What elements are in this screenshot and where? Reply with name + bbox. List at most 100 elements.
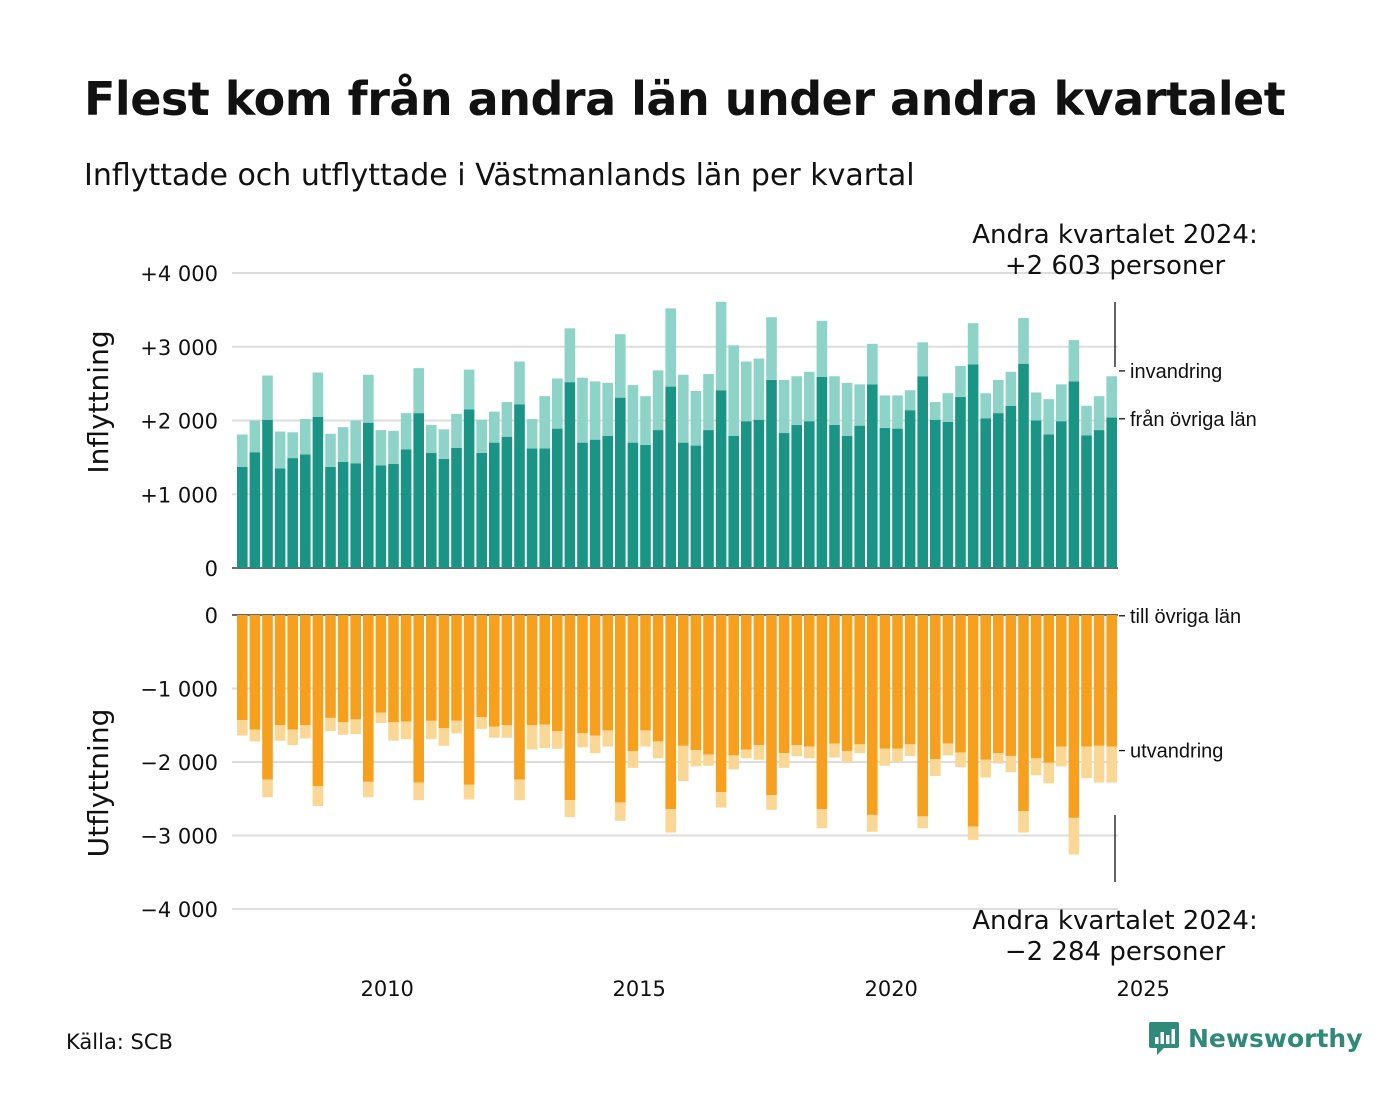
bar-fran-ovriga-lan [1005, 405, 1017, 568]
bar-till-ovriga-lan [463, 615, 475, 785]
bar-utvandring [274, 725, 286, 741]
bar-till-ovriga-lan [388, 615, 399, 723]
bar-utvandring [690, 750, 702, 767]
bar-fran-ovriga-lan [728, 435, 739, 568]
bar-utvandring [1106, 746, 1117, 783]
bar-invandring [1005, 371, 1017, 406]
bar-utvandring [942, 743, 954, 756]
bar-fran-ovriga-lan [489, 442, 500, 568]
bar-utvandring [766, 795, 777, 810]
bar-fran-ovriga-lan [451, 447, 462, 568]
bar-till-ovriga-lan [413, 615, 424, 783]
bar-fran-ovriga-lan [312, 416, 324, 568]
bar-fran-ovriga-lan [615, 397, 626, 568]
bar-utvandring [438, 728, 450, 746]
brand-name: Newsworthy [1188, 1023, 1363, 1053]
bar-invandring [715, 301, 727, 391]
bar-utvandring [552, 731, 563, 749]
bar-utvandring [1056, 746, 1067, 767]
y-tick-labels: 0 +1 000 +2 000 +3 000 +4 000 0 −1 000 −2 000 −3… [140, 262, 218, 922]
bar-invandring [325, 433, 336, 467]
bar-fran-ovriga-lan [980, 418, 991, 568]
bar-utvandring [917, 816, 928, 829]
y-tick-label: 0 [205, 604, 218, 628]
bar-invandring [1043, 399, 1054, 435]
brand-logo[interactable]: Newsworthy [1148, 1020, 1363, 1056]
bar-invandring [337, 427, 349, 462]
bar-fran-ovriga-lan [892, 428, 903, 568]
bar-invandring [791, 376, 802, 425]
bar-invandring [300, 419, 311, 455]
bar-utvandring [967, 826, 979, 840]
bar-utvandring [804, 746, 815, 759]
bar-fran-ovriga-lan [400, 449, 412, 568]
bar-fran-ovriga-lan [917, 376, 928, 568]
bar-fran-ovriga-lan [627, 442, 639, 568]
bar-invandring [375, 430, 387, 466]
bar-invandring [993, 379, 1004, 414]
bar-till-ovriga-lan [804, 615, 815, 747]
bar-fran-ovriga-lan [287, 458, 298, 568]
annotation-top: Andra kvartalet 2024: +2 603 personer [955, 220, 1275, 282]
bar-fran-ovriga-lan [930, 419, 941, 568]
bar-utvandring [451, 720, 462, 734]
bar-utvandring [1005, 756, 1017, 773]
bar-till-ovriga-lan [993, 615, 1004, 754]
bar-fran-ovriga-lan [564, 382, 576, 568]
bar-utvandring [350, 719, 361, 735]
bar-invandring [262, 375, 273, 420]
bar-utvandring [1093, 745, 1105, 783]
bar-fran-ovriga-lan [237, 466, 248, 568]
label-fran-ovriga-lan: från övriga län [1130, 409, 1257, 431]
bar-till-ovriga-lan [1030, 615, 1042, 759]
x-tick-label: 2010 [360, 977, 413, 1001]
bar-invandring [652, 370, 664, 431]
bar-invandring [501, 402, 513, 437]
bar-invandring [363, 374, 374, 423]
bar-utvandring [1081, 746, 1092, 779]
bar-till-ovriga-lan [337, 615, 349, 723]
bar-till-ovriga-lan [300, 615, 311, 726]
annotation-bottom: Andra kvartalet 2024: −2 284 personer [955, 906, 1275, 968]
y-tick-label: −4 000 [140, 898, 218, 922]
bar-utvandring [703, 754, 714, 766]
bar-utvandring [829, 743, 840, 758]
bar-fran-ovriga-lan [274, 468, 286, 568]
bar-till-ovriga-lan [703, 615, 714, 755]
y-tick-label: −2 000 [140, 751, 218, 775]
y-tick-label: +4 000 [140, 262, 218, 286]
bar-till-ovriga-lan [237, 615, 248, 721]
bar-fran-ovriga-lan [967, 364, 979, 568]
bar-invandring [413, 368, 424, 414]
bar-invandring [1106, 376, 1117, 418]
bar-fran-ovriga-lan [463, 409, 475, 568]
bar-till-ovriga-lan [753, 615, 765, 746]
bar-invandring [1081, 405, 1092, 436]
bar-invandring [854, 384, 865, 426]
bar-invandring [539, 396, 550, 449]
label-utvandring: utvandring [1130, 741, 1223, 763]
bar-fran-ovriga-lan [955, 396, 966, 568]
bar-till-ovriga-lan [577, 615, 588, 734]
y-tick-label: 0 [205, 557, 218, 581]
bar-utvandring [526, 725, 538, 750]
bar-invandring [476, 419, 487, 453]
bar-utvandring [715, 792, 727, 808]
bar-utvandring [816, 809, 828, 829]
bar-utvandring [249, 729, 261, 742]
annotation-bottom-line1: Andra kvartalet 2024: [972, 906, 1258, 936]
bar-till-ovriga-lan [980, 615, 991, 760]
bar-till-ovriga-lan [589, 615, 601, 736]
bar-invandring [816, 320, 828, 377]
bar-fran-ovriga-lan [993, 413, 1004, 568]
bar-till-ovriga-lan [539, 615, 550, 725]
bar-till-ovriga-lan [678, 615, 689, 746]
bar-till-ovriga-lan [262, 615, 273, 780]
bar-utvandring [955, 752, 966, 768]
bar-utvandring [564, 800, 576, 818]
bar-utvandring [741, 749, 752, 759]
annotation-top-line2: +2 603 personer [1004, 251, 1226, 281]
bar-invandring [980, 393, 991, 419]
bar-fran-ovriga-lan [741, 421, 752, 568]
